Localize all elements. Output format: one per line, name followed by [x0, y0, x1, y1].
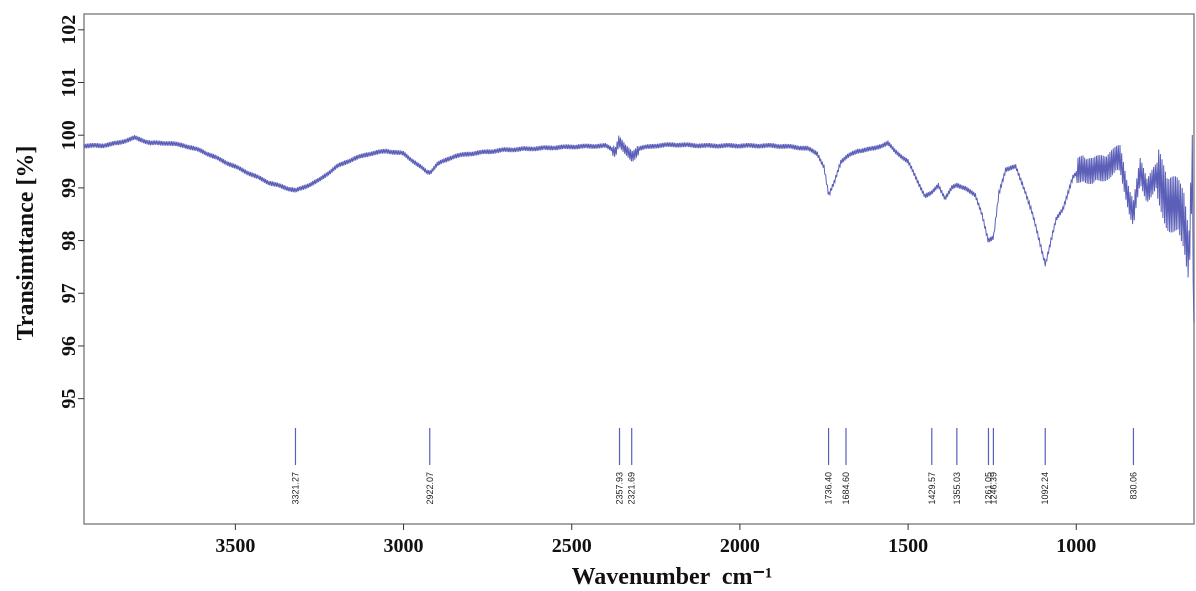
x-tick-label: 1500	[888, 535, 928, 557]
y-axis-title: Transimttance [%]	[13, 146, 39, 341]
peak-label: 1246.39	[988, 472, 998, 505]
x-axis-title: Wavenumber cm⁻¹	[572, 564, 773, 590]
peak-label: 1355.03	[952, 472, 962, 505]
peak-label: 1684.60	[841, 472, 851, 505]
spectrum-series	[83, 134, 1195, 323]
x-axis-ticks: 3500 3000 2500 2000 1500 1000	[215, 524, 1096, 557]
y-tick-label: 99	[58, 178, 80, 198]
y-tick-label: 96	[58, 336, 80, 356]
peak-label: 3321.27	[290, 472, 300, 505]
peak-label: 2321.69	[627, 472, 637, 505]
peak-label: 2357.93	[615, 472, 625, 505]
peak-label: 2922.07	[425, 472, 435, 505]
y-axis-ticks: 95 96 97 98 99 100 101 102	[58, 15, 84, 409]
spectrum-line	[83, 134, 1195, 323]
y-tick-label: 100	[58, 120, 80, 150]
y-tick-label: 101	[58, 68, 80, 98]
peak-label: 1429.57	[927, 472, 937, 505]
peak-label: 1736.40	[824, 472, 834, 505]
x-tick-label: 3000	[384, 535, 424, 557]
peak-label: 1261.05	[983, 472, 993, 505]
x-tick-label: 2500	[552, 535, 592, 557]
y-tick-label: 95	[58, 389, 80, 409]
y-tick-label: 97	[58, 283, 80, 303]
x-tick-label: 2000	[720, 535, 760, 557]
y-tick-label: 98	[58, 231, 80, 251]
x-tick-label: 1000	[1056, 535, 1096, 557]
peak-markers: 3321.27 2922.07 2357.93 2321.69 1736.40 1684.…	[290, 428, 1138, 505]
y-tick-label: 102	[58, 15, 80, 45]
plot-frame	[83, 13, 1195, 525]
peak-label: 830.06	[1128, 472, 1138, 500]
x-tick-label: 3500	[215, 535, 255, 557]
peak-label: 1092.24	[1040, 472, 1050, 505]
